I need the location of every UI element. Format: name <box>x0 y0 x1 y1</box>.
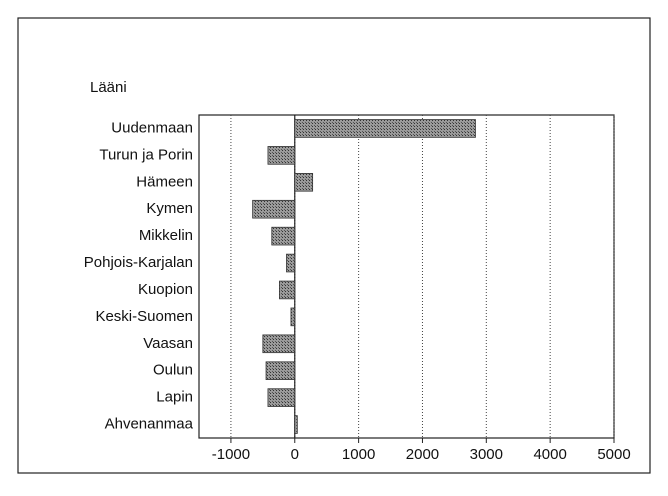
bar <box>294 415 298 434</box>
x-tick-label: 4000 <box>533 446 566 463</box>
y-tick-label: Keski-Suomen <box>95 308 193 325</box>
bar <box>267 388 296 407</box>
bar <box>294 119 476 138</box>
y-tick-label: Hämeen <box>136 173 193 190</box>
y-tick-label: Turun ja Porin <box>99 146 193 163</box>
bar <box>262 334 296 354</box>
x-tick-label: 0 <box>291 446 299 463</box>
y-tick-label: Kymen <box>146 200 193 217</box>
bar <box>267 146 296 165</box>
y-tick-label: Kuopion <box>138 281 193 298</box>
y-tick-label: Oulun <box>153 362 193 379</box>
y-tick-label: Mikkelin <box>139 227 193 244</box>
x-tick-label: 5000 <box>597 446 630 463</box>
y-axis-title: Lääni <box>90 79 127 96</box>
y-tick-label: Lapin <box>156 389 193 406</box>
bar <box>252 199 296 219</box>
y-tick-label: Vaasan <box>143 335 193 352</box>
x-tick-label: 3000 <box>470 446 503 463</box>
y-tick-label: Uudenmaan <box>111 119 193 136</box>
bar <box>286 253 296 273</box>
y-tick-label: Ahvenanmaa <box>105 416 194 433</box>
bar <box>271 226 296 246</box>
bar <box>279 280 296 300</box>
bar <box>294 173 314 192</box>
x-tick-label: 1000 <box>342 446 375 463</box>
x-tick-label: 2000 <box>406 446 439 463</box>
plot-area <box>198 114 615 439</box>
frame <box>17 17 651 474</box>
bar <box>265 361 296 380</box>
y-tick-label: Pohjois-Karjalan <box>84 254 193 271</box>
bar <box>290 307 296 327</box>
x-tick-label: -1000 <box>212 446 250 463</box>
